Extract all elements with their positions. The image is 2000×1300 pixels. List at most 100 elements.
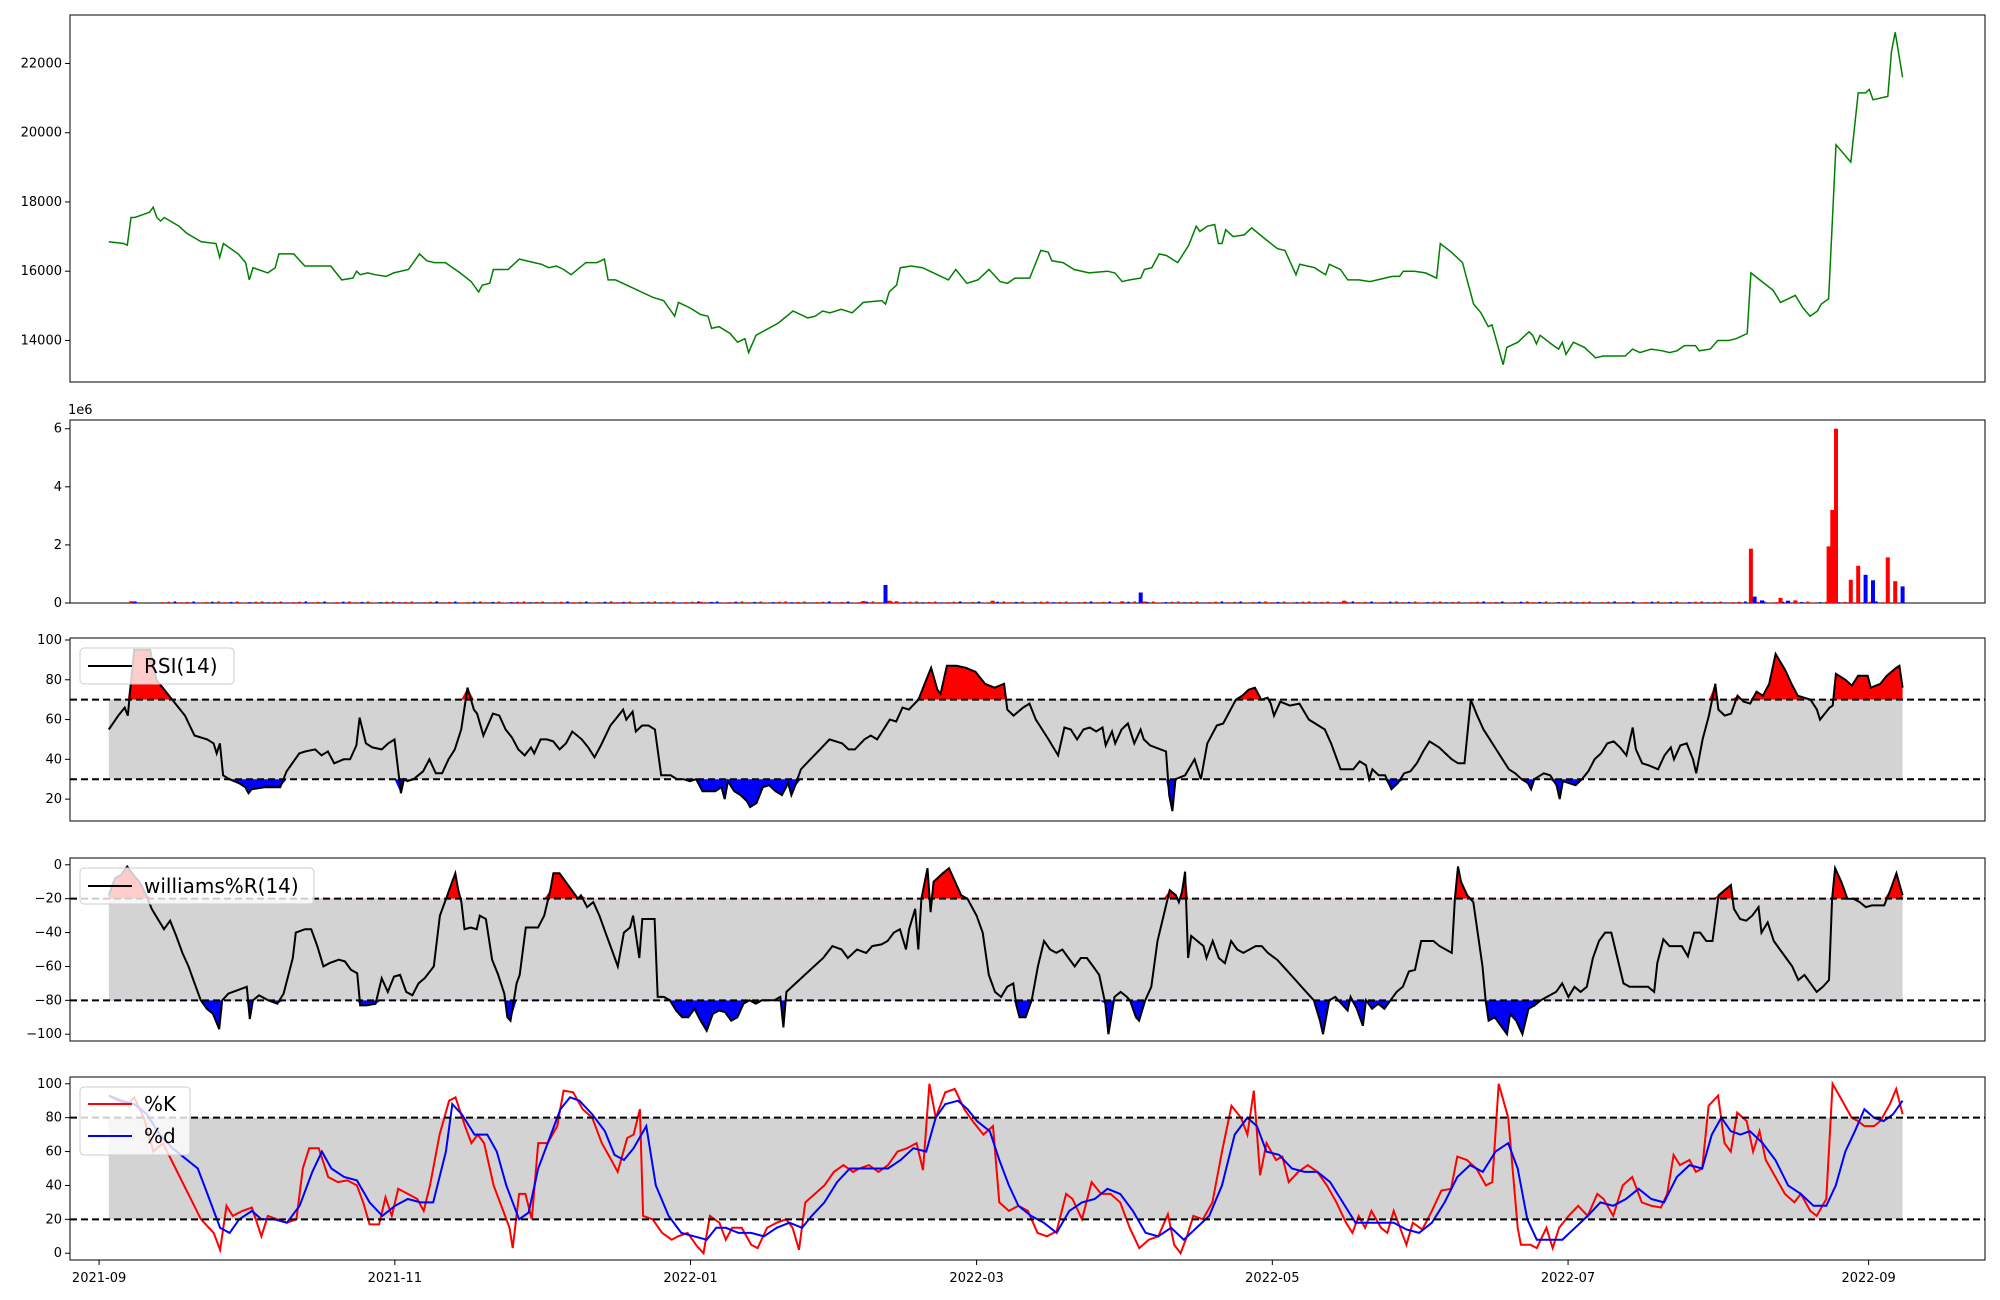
williams-axes-frame [69,857,1986,1042]
price-y-tick-label: 14000 [21,333,62,348]
volume-bar [1881,602,1884,603]
volume-bar [1345,601,1348,603]
volume-bar [179,602,183,603]
volume-bar [279,601,283,603]
volume-bar [354,602,357,603]
williams-legend: williams%R(14) [79,867,315,905]
volume-bar [753,601,756,603]
volume-bar [1258,601,1261,603]
volume-bar [647,601,650,603]
volume-bar [360,601,364,603]
volume-bar [1158,602,1161,603]
volume-bar [1830,510,1835,603]
volume-bar [715,601,719,603]
volume-bar [1582,601,1585,603]
volume-bar [1114,602,1118,603]
volume-bar [1632,601,1635,603]
volume-bar [653,601,657,603]
volume-bar [1245,602,1249,603]
volume-bar [1760,600,1764,603]
volume-bar [1812,602,1816,603]
volume-bar [379,602,382,603]
volume-bar [211,601,214,603]
volume-bar [934,601,937,603]
volume-bar [585,601,588,603]
volume-bar [292,602,295,603]
volume-bar [335,602,339,603]
volume-bar [1650,601,1654,603]
volume-bar [1189,601,1192,603]
volume-bar [1008,602,1012,603]
volume-bar [535,601,538,603]
volume-bar [772,602,775,603]
volume-bar [1470,602,1473,603]
x-tick-label: 2022-03 [949,1271,1003,1286]
volume-bar [1120,601,1125,603]
volume-bar [516,601,519,603]
rsi-y-tick-label: 20 [45,792,62,807]
volume-bar [1127,601,1130,603]
volume-bar [1785,600,1790,603]
volume-bar [672,601,675,603]
volume-bar [323,601,326,603]
volume-bar [1064,601,1068,603]
volume-bar [1046,601,1049,603]
volume-bar [1594,602,1598,603]
volume-bar [1752,596,1757,603]
stochastic-d-line [108,1094,1904,1242]
volume-bar [267,602,270,603]
volume-bar [740,601,744,603]
volume-bar [1389,601,1392,603]
volume-bar [1488,602,1492,603]
volume-bar [547,602,551,603]
volume-bar [1357,602,1361,603]
volume-bar [877,602,881,603]
rsi-legend: RSI(14) [79,647,235,685]
rsi-y-tick-label: 100 [37,633,62,648]
price-line [108,32,1904,365]
volume-bar [429,601,432,603]
volume-bar [921,602,925,603]
volume-bar [423,602,426,603]
volume-bar [1762,601,1766,603]
volume-bar [659,602,663,603]
stochastic-y-tick-label: 40 [45,1178,62,1193]
volume-bar [447,601,451,603]
volume-bar [1875,601,1878,603]
volume-bar [1276,601,1280,603]
volume-bar [416,602,420,603]
volume-bar [1826,546,1831,603]
volume-bar [167,601,170,603]
volume-bar [366,601,370,603]
volume-bar [1138,592,1143,603]
volume-bar [1713,601,1716,603]
volume-bar [958,601,962,603]
volume-bar [192,601,195,603]
rsi-axes-frame [69,637,1986,822]
volume-bar [1058,601,1062,603]
volume-bar [572,602,576,603]
volume-bar [990,600,995,603]
volume-bar [1538,601,1541,603]
volume-bar [1326,601,1330,603]
volume-bar [796,601,800,603]
volume-bar [1226,602,1230,603]
volume-bar [784,601,787,603]
volume-bar [217,601,220,603]
volume-bar [1015,601,1018,603]
volume-bar [398,602,401,603]
volume-bar [1089,601,1093,603]
volume-bar [155,602,158,603]
volume-bar [1706,602,1710,603]
price-panel: 14000 16000 18000 20000 22000 [21,14,1986,383]
volume-bar [759,601,762,603]
volume-bar [204,602,208,603]
volume-bar [883,585,888,603]
volume-bar [977,601,981,603]
volume-bar [765,602,769,603]
volume-bar [1557,602,1560,603]
volume-bar [1501,601,1504,603]
volume-bar [927,601,931,603]
volume-bar [1756,601,1760,603]
